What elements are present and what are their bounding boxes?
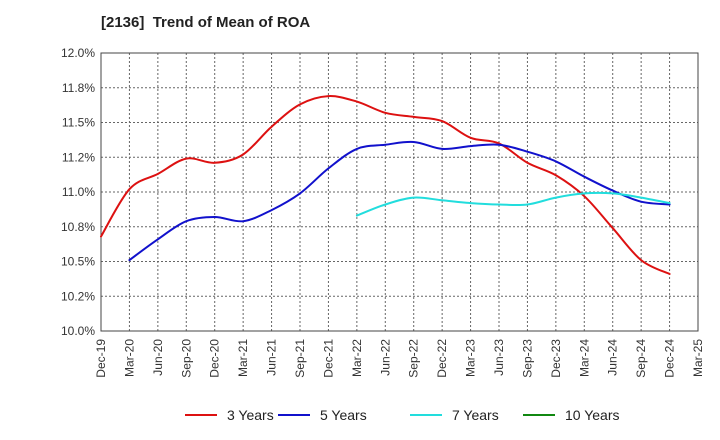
legend: 3 Years 5 Years 7 Years 10 Years [0, 404, 720, 426]
y-tick-label: 10.8% [61, 220, 95, 234]
x-tick-label: Mar-22 [350, 339, 364, 377]
x-tick-label: Mar-24 [577, 339, 591, 377]
x-tick-label: Dec-19 [94, 339, 108, 378]
x-tick-label: Dec-20 [208, 339, 222, 378]
x-tick-label: Dec-24 [663, 339, 677, 378]
x-tick-label: Sep-24 [634, 339, 648, 378]
legend-label: 3 Years [227, 407, 274, 423]
legend-swatch [278, 414, 310, 416]
legend-swatch [523, 414, 555, 416]
series-line-5-years [128, 140, 671, 262]
x-tick-label: Jun-22 [378, 339, 392, 376]
y-tick-label: 11.8% [62, 81, 95, 95]
y-tick-label: 10.2% [61, 289, 95, 303]
x-tick-label: Mar-21 [236, 339, 250, 377]
x-tick-label: Dec-22 [435, 339, 449, 378]
series-line-7-years [355, 191, 671, 217]
x-tick-label: Sep-20 [179, 339, 193, 378]
x-tick-label: Sep-22 [407, 339, 421, 378]
y-tick-label: 12.0% [61, 46, 95, 60]
plot-frame [100, 52, 699, 332]
legend-item: 3 Years [185, 404, 274, 426]
x-tick-label: Jun-24 [606, 339, 620, 376]
chart-title: [2136] Trend of Mean of ROA [101, 14, 311, 31]
y-tick-label: 11.0% [62, 185, 95, 199]
x-tick-label: Sep-21 [293, 339, 307, 378]
y-tick-label: 11.5% [62, 116, 95, 130]
legend-label: 5 Years [320, 407, 367, 423]
legend-label: 10 Years [565, 407, 620, 423]
legend-item: 10 Years [523, 404, 620, 426]
x-tick-label: Sep-23 [520, 339, 534, 378]
legend-label: 7 Years [452, 407, 499, 423]
x-tick-label: Dec-23 [549, 339, 563, 378]
x-tick-label: Mar-25 [691, 339, 705, 377]
x-tick-label: Jun-23 [492, 339, 506, 376]
x-tick-label: Jun-20 [151, 339, 165, 376]
y-tick-label: 10.0% [61, 324, 95, 338]
x-tick-label: Dec-21 [321, 339, 335, 378]
series-line-3-years [100, 95, 671, 275]
legend-item: 5 Years [278, 404, 367, 426]
x-tick-label: Jun-21 [265, 339, 279, 376]
y-tick-label: 10.5% [61, 255, 95, 269]
x-tick-label: Mar-23 [464, 339, 478, 377]
x-tick-label: Mar-20 [122, 339, 136, 377]
legend-swatch [410, 414, 442, 416]
legend-item: 7 Years [410, 404, 499, 426]
y-tick-label: 11.2% [62, 150, 95, 164]
legend-swatch [185, 414, 217, 416]
line-chart: 12.0% 11.8% 11.5% 11.2% 11.0% 10.8% 10.5% 10.2%… [61, 46, 705, 378]
